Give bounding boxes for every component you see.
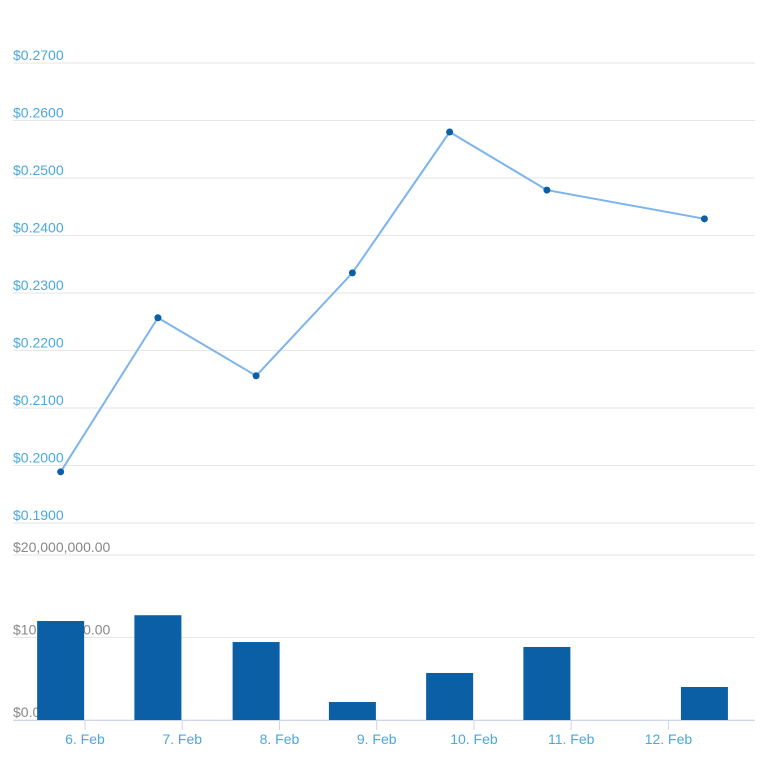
y-tick-label: $0.2200 <box>13 335 64 351</box>
y-tick-label: $0.2700 <box>13 47 64 63</box>
y-tick-label: $0.1900 <box>13 507 64 523</box>
marker <box>252 372 260 380</box>
marker <box>543 186 551 194</box>
x-tick-label: 10. Feb <box>450 731 498 747</box>
y-tick-label: $0.2500 <box>13 162 64 178</box>
y-tick-label: $0.2300 <box>13 277 64 293</box>
y-tick-label: $0.2100 <box>13 392 64 408</box>
x-tick-label: 8. Feb <box>260 731 300 747</box>
y-tick-label: $0.2400 <box>13 220 64 236</box>
bar <box>680 687 728 720</box>
marker <box>700 215 708 223</box>
bar <box>426 672 474 720</box>
x-tick-label: 12. Feb <box>645 731 693 747</box>
x-tick-label: 7. Feb <box>162 731 202 747</box>
x-tick-label: 9. Feb <box>357 731 397 747</box>
bar <box>232 642 280 720</box>
line <box>59 130 705 473</box>
y-tick-label: $0.2600 <box>13 105 64 121</box>
bar <box>37 621 85 720</box>
marker <box>57 468 65 476</box>
bar <box>328 702 376 720</box>
y-tick-label: $0.2000 <box>13 450 64 466</box>
marker <box>154 314 162 322</box>
x-tick-label: 11. Feb <box>548 731 595 747</box>
marker <box>348 269 356 277</box>
bar <box>523 646 571 720</box>
y-tick-label: $20,000,000.00 <box>13 539 111 555</box>
bar <box>134 615 182 720</box>
x-tick-label: 6. Feb <box>65 731 105 747</box>
marker <box>446 128 454 136</box>
